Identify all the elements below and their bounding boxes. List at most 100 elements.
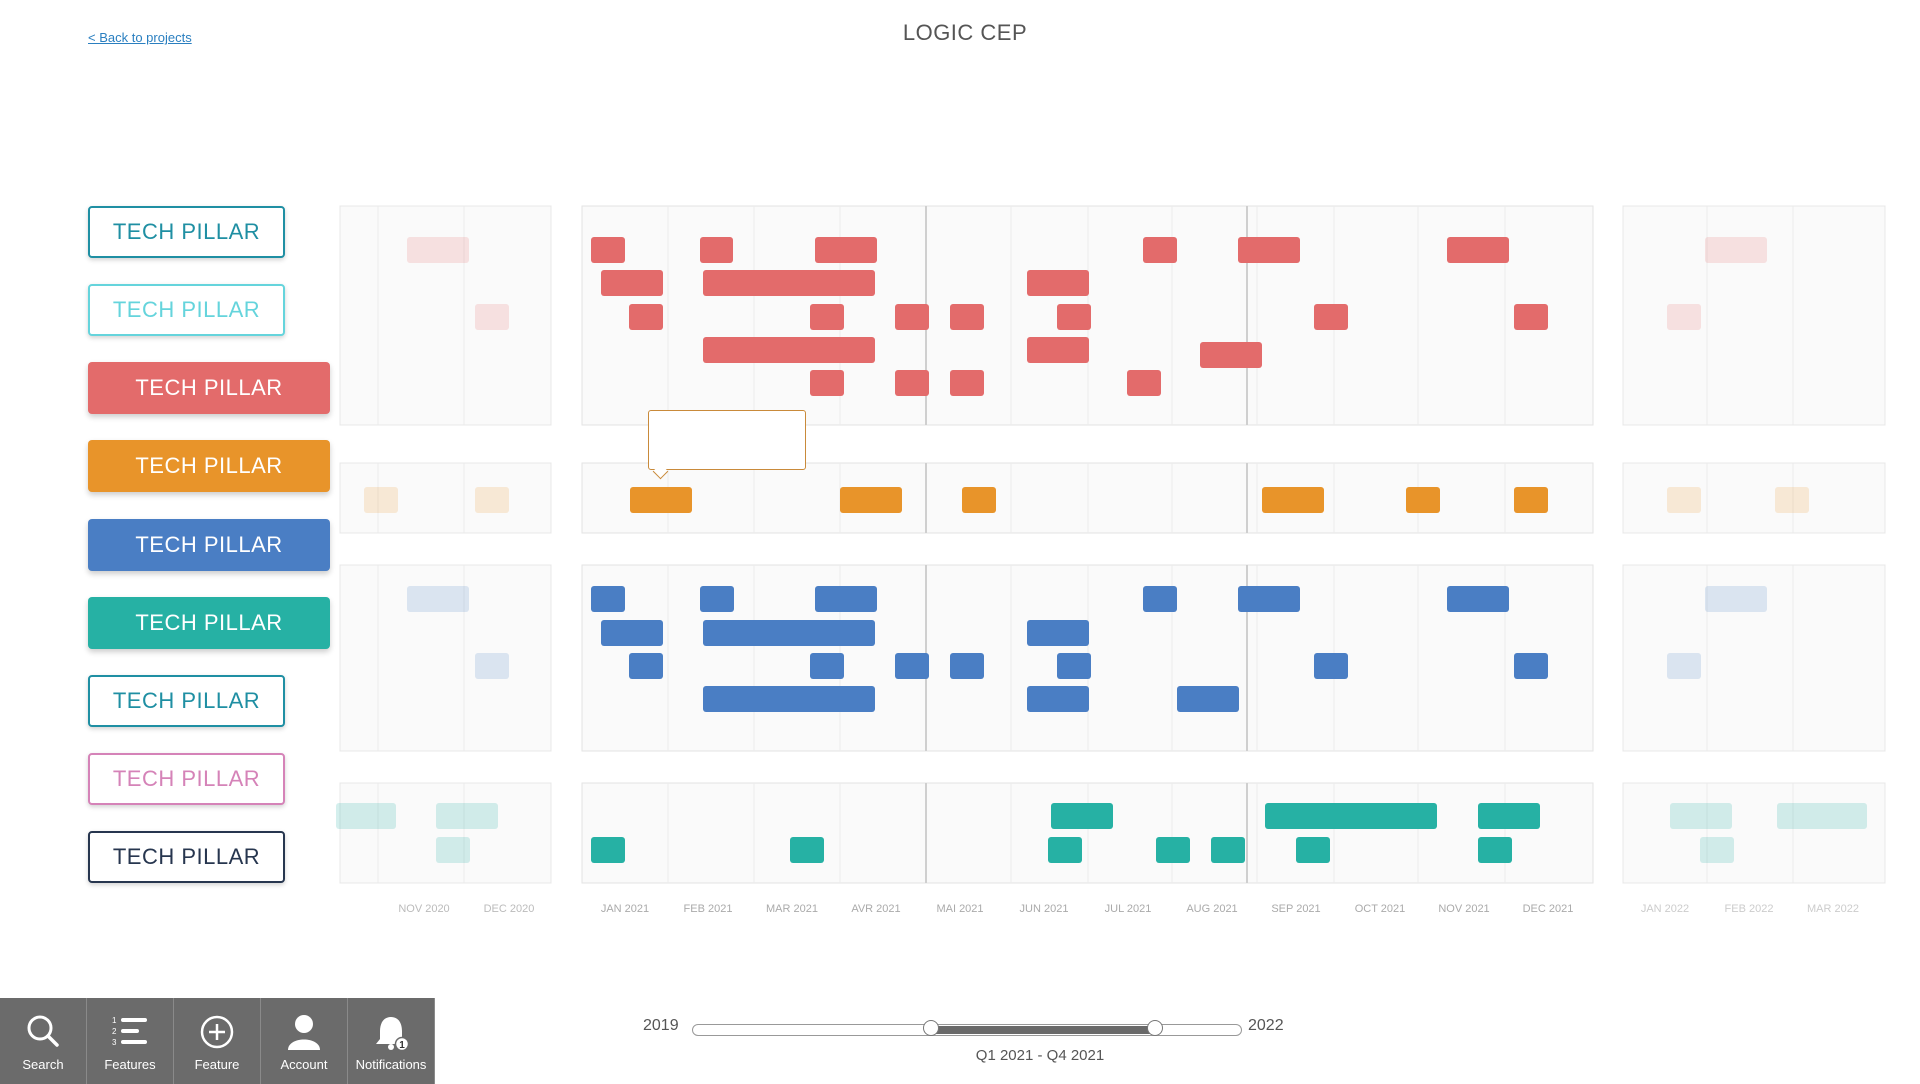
feature-bar bbox=[1670, 803, 1732, 829]
feature-bar bbox=[1048, 837, 1082, 863]
feature-bar bbox=[1478, 837, 1512, 863]
selected-range-label: Q1 2021 - Q4 2021 bbox=[975, 1047, 1105, 1064]
tech-pillar-button[interactable]: TECH PILLAR bbox=[88, 362, 330, 414]
month-axis-label: MAR 2022 bbox=[1807, 903, 1859, 915]
month-axis-label: JAN 2022 bbox=[1641, 903, 1689, 915]
month-axis-label: MAR 2021 bbox=[766, 903, 818, 915]
tech-pillar-button[interactable]: TECH PILLAR bbox=[88, 284, 285, 336]
tech-pillar-button[interactable]: TECH PILLAR bbox=[88, 753, 285, 805]
page-title: LOGIC CEP bbox=[902, 20, 1028, 45]
month-axis-label: DEC 2021 bbox=[1523, 903, 1574, 915]
feature-bar bbox=[1177, 686, 1239, 712]
lane-background bbox=[1622, 205, 1886, 426]
account-button[interactable]: Account bbox=[261, 998, 348, 1084]
bell-icon: 1 bbox=[376, 1017, 409, 1052]
range-end-handle[interactable] bbox=[1147, 1020, 1163, 1036]
feature-bar bbox=[1514, 653, 1548, 679]
notifications-button-label: Notifications bbox=[355, 1057, 427, 1072]
plus-circle-icon bbox=[200, 1015, 234, 1049]
feature-bar bbox=[1667, 653, 1701, 679]
svg-text:1: 1 bbox=[112, 1016, 117, 1025]
feature-bar bbox=[1514, 304, 1548, 330]
feature-bar bbox=[1478, 803, 1540, 829]
tech-pillar-button[interactable]: TECH PILLAR bbox=[88, 440, 330, 492]
back-to-projects-link[interactable]: < Back to projects bbox=[88, 30, 192, 45]
notification-badge-count: 1 bbox=[399, 1040, 405, 1051]
lane-background bbox=[1622, 564, 1886, 752]
feature-bar bbox=[810, 653, 844, 679]
feature-bar bbox=[815, 586, 877, 612]
feature-bar bbox=[407, 237, 469, 263]
feature-bar bbox=[703, 270, 875, 296]
feature-bar bbox=[1447, 237, 1509, 263]
month-axis-label: JAN 2021 bbox=[601, 903, 649, 915]
feature-bar bbox=[436, 803, 498, 829]
feature-bar bbox=[810, 370, 844, 396]
feature-bar bbox=[1211, 837, 1245, 863]
feature-bar bbox=[1265, 803, 1437, 829]
features-button[interactable]: 1 2 3 Features bbox=[87, 998, 174, 1084]
feature-bar bbox=[895, 370, 929, 396]
feature-bar bbox=[1705, 586, 1767, 612]
feature-bar bbox=[1262, 487, 1324, 513]
range-end-year: 2022 bbox=[1248, 1017, 1284, 1034]
feature-bar bbox=[1057, 653, 1091, 679]
tech-pillar-button[interactable]: TECH PILLAR bbox=[88, 597, 330, 649]
feature-bar bbox=[475, 487, 509, 513]
feature-bar bbox=[1406, 487, 1440, 513]
add-feature-button-label: Feature bbox=[194, 1057, 240, 1072]
feature-bar bbox=[1296, 837, 1330, 863]
feature-bar bbox=[895, 304, 929, 330]
feature-bar bbox=[1667, 304, 1701, 330]
feature-bar bbox=[1314, 653, 1348, 679]
month-axis-label: NOV 2021 bbox=[1438, 903, 1489, 915]
feature-tooltip bbox=[648, 410, 806, 470]
svg-text:3: 3 bbox=[112, 1038, 117, 1047]
range-selected-fill bbox=[930, 1026, 1154, 1034]
feature-bar bbox=[1777, 803, 1867, 829]
tech-pillar-button[interactable]: TECH PILLAR bbox=[88, 675, 285, 727]
feature-bar bbox=[1238, 586, 1300, 612]
tech-pillar-button[interactable]: TECH PILLAR bbox=[88, 519, 330, 571]
tech-pillar-button[interactable]: TECH PILLAR bbox=[88, 831, 285, 883]
feature-bar bbox=[475, 653, 509, 679]
feature-bar bbox=[1156, 837, 1190, 863]
month-axis-label: FEB 2022 bbox=[1725, 903, 1774, 915]
feature-bar bbox=[1700, 837, 1734, 863]
feature-bar bbox=[1667, 487, 1701, 513]
feature-bar bbox=[1027, 686, 1089, 712]
tech-pillar-button[interactable]: TECH PILLAR bbox=[88, 206, 285, 258]
month-axis-label: AUG 2021 bbox=[1186, 903, 1237, 915]
feature-bar bbox=[895, 653, 929, 679]
feature-bar bbox=[1143, 237, 1177, 263]
lane-background bbox=[339, 564, 552, 752]
search-button[interactable]: Search bbox=[0, 998, 87, 1084]
feature-bar bbox=[336, 803, 396, 829]
add-feature-button[interactable]: Feature bbox=[174, 998, 261, 1084]
feature-bar bbox=[703, 337, 875, 363]
feature-bar bbox=[1447, 586, 1509, 612]
bottom-toolbar: Search 1 2 3 Features Feature Account 1 No… bbox=[0, 998, 435, 1084]
notifications-button[interactable]: 1 Notifications bbox=[348, 998, 435, 1084]
range-start-handle[interactable] bbox=[923, 1020, 939, 1036]
feature-bar bbox=[1143, 586, 1177, 612]
feature-bar bbox=[1027, 620, 1089, 646]
feature-bar bbox=[815, 237, 877, 263]
roadmap-timeline: JAN 2021 FEB 2021 MAR 2021 AVR 2021 MAI 2021… bbox=[336, 205, 1886, 915]
month-axis-label: AVR 2021 bbox=[851, 903, 900, 915]
search-icon bbox=[27, 1015, 59, 1047]
lane-background bbox=[1622, 782, 1886, 884]
feature-bar bbox=[1057, 304, 1091, 330]
lane-background bbox=[339, 462, 552, 534]
feature-bar bbox=[700, 586, 734, 612]
list-icon: 1 2 3 bbox=[112, 1016, 147, 1047]
feature-bar bbox=[364, 487, 398, 513]
feature-bar bbox=[1514, 487, 1548, 513]
feature-bar bbox=[1705, 237, 1767, 263]
feature-bar bbox=[630, 487, 692, 513]
month-axis-label: SEP 2021 bbox=[1271, 903, 1320, 915]
date-range-slider: 2019 2022 Q1 2021 - Q4 2021 bbox=[640, 1014, 1300, 1074]
feature-bar bbox=[703, 620, 875, 646]
feature-bar bbox=[950, 304, 984, 330]
feature-bar bbox=[950, 653, 984, 679]
